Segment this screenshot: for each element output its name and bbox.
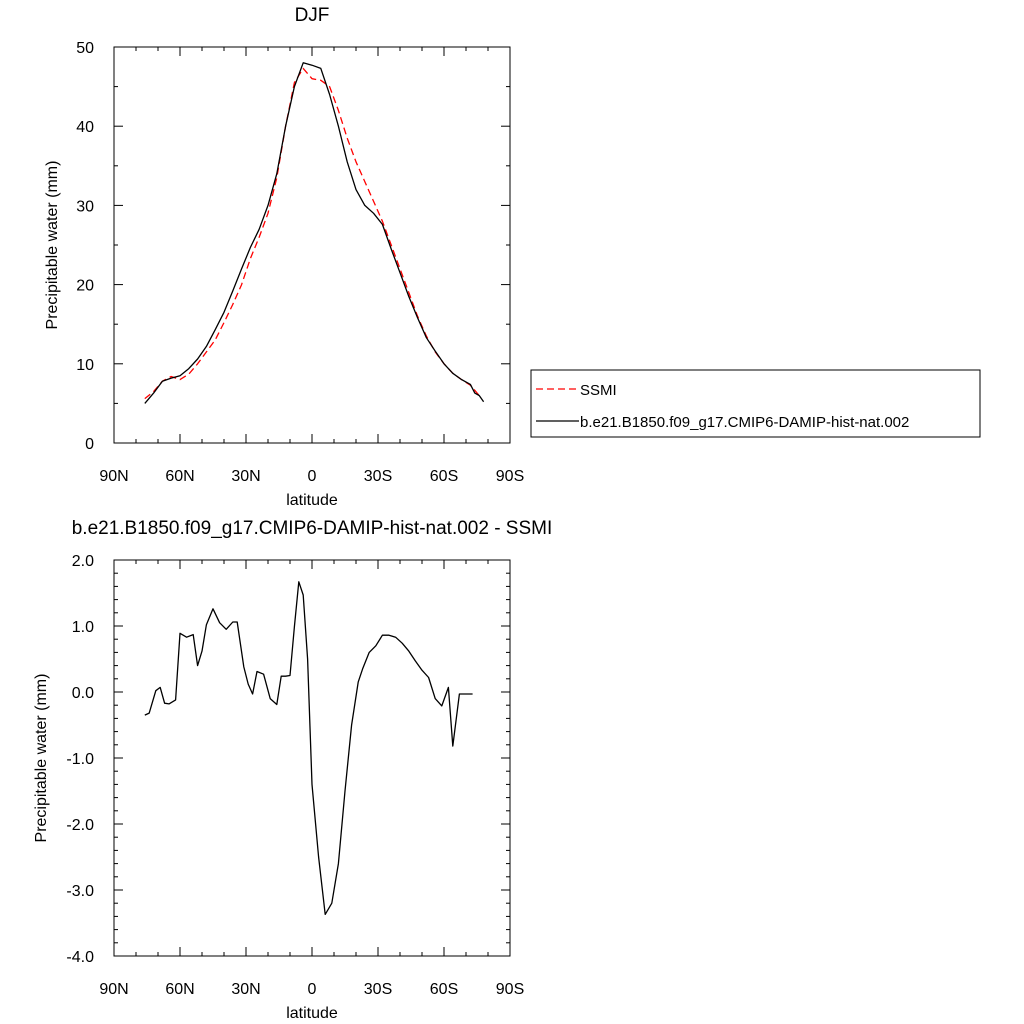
y-tick-label: 0 — [85, 436, 94, 453]
y-tick-label: 10 — [76, 357, 94, 374]
x-tick-label: 90S — [496, 981, 524, 998]
x-tick-label: 30S — [364, 468, 392, 485]
series-line-1 — [144, 62, 485, 404]
x-tick-label: 0 — [308, 468, 317, 485]
y-tick-label: 2.0 — [72, 553, 94, 570]
x-tick-label: 60S — [430, 468, 458, 485]
y-tick-label: 0.0 — [72, 685, 94, 702]
y-tick-label: 20 — [76, 278, 94, 295]
plot-frame — [113, 559, 511, 957]
x-tick-label: 60N — [165, 468, 194, 485]
chart-title: DJF — [295, 5, 330, 26]
plot-frame — [113, 46, 511, 444]
legend-label-1: b.e21.B1850.f09_g17.CMIP6-DAMIP-hist-nat… — [580, 414, 909, 431]
y-tick-label: 40 — [76, 119, 94, 136]
series-line-0 — [144, 581, 473, 916]
x-tick-label: 30N — [231, 981, 260, 998]
y-tick-label: 1.0 — [72, 619, 94, 636]
x-tick-label: 90S — [496, 468, 524, 485]
x-tick-label: 90N — [99, 468, 128, 485]
x-axis-label: latitude — [286, 492, 338, 509]
y-tick-label: -3.0 — [66, 883, 94, 900]
chart-title: b.e21.B1850.f09_g17.CMIP6-DAMIP-hist-nat… — [72, 518, 553, 539]
y-tick-label: -2.0 — [66, 817, 94, 834]
y-tick-label: -1.0 — [66, 751, 94, 768]
x-tick-label: 0 — [308, 981, 317, 998]
y-axis-label: Precipitable water (mm) — [44, 161, 61, 330]
y-tick-label: -4.0 — [66, 949, 94, 966]
bottom-plot: 90N 60N 30N 0 30S 60S 90S -4.0 -3.0 -2.0 -1.0 0.0 1.… — [33, 518, 552, 1022]
legend: SSMI b.e21.B1850.f09_g17.CMIP6-DAMIP-hist… — [530, 369, 981, 438]
x-axis-label: latitude — [286, 1005, 338, 1022]
y-tick-label: 30 — [76, 198, 94, 215]
y-tick-label: 50 — [76, 40, 94, 57]
x-tick-label: 30N — [231, 468, 260, 485]
x-tick-label: 30S — [364, 981, 392, 998]
x-tick-label: 60S — [430, 981, 458, 998]
legend-box — [530, 369, 981, 438]
y-axis-label: Precipitable water (mm) — [33, 674, 50, 843]
x-tick-label: 90N — [99, 981, 128, 998]
series-line-0 — [144, 67, 480, 400]
legend-label-0: SSMI — [580, 382, 617, 399]
top-plot: 90N 60N 30N 0 30S 60S 90S 0 10 20 30 40 50 DJF latitud… — [44, 5, 524, 509]
x-tick-label: 60N — [165, 981, 194, 998]
